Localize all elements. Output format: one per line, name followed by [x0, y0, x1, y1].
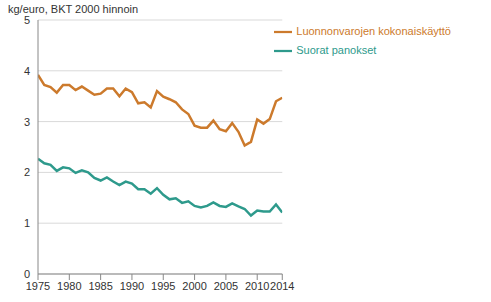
svg-text:0: 0	[24, 268, 30, 280]
svg-text:1990: 1990	[120, 280, 144, 292]
html-text:kg/euro, BKT 2000 hinnoin: kg/euro, BKT 2000 hinnoin	[8, 3, 139, 15]
svg-text:5: 5	[24, 14, 30, 26]
svg-text:2005: 2005	[214, 280, 238, 292]
svg-text:2: 2	[24, 166, 30, 178]
svg-text:1975: 1975	[26, 280, 50, 292]
svg-text:1985: 1985	[88, 280, 112, 292]
svg-text:2000: 2000	[182, 280, 206, 292]
svg-text:4: 4	[24, 65, 30, 77]
svg-text:1995: 1995	[151, 280, 175, 292]
html-text:Suorat panokset: Suorat panokset	[296, 44, 377, 57]
svg-text:1: 1	[24, 217, 30, 229]
html-text:Luonnonvarojen kokonaiskäyttö: Luonnonvarojen kokonaiskäyttö	[296, 25, 451, 37]
svg-text:3: 3	[24, 116, 30, 128]
svg-text:1980: 1980	[57, 280, 81, 292]
svg-text:2010: 2010	[245, 280, 269, 292]
svg-text:2014: 2014	[270, 280, 294, 292]
